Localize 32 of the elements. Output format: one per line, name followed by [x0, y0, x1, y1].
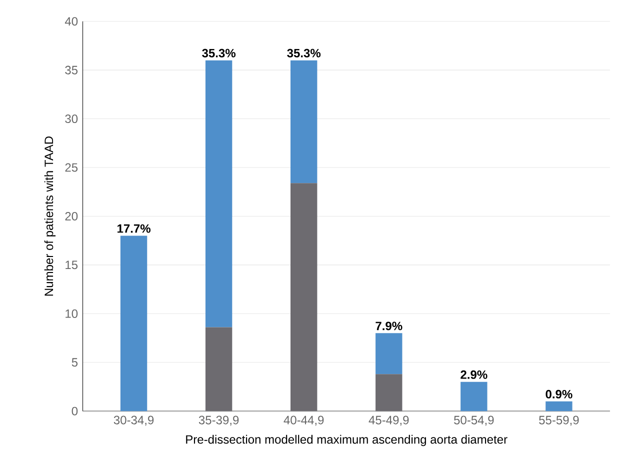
- bar: [546, 401, 572, 412]
- annotation: 0.9%: [546, 390, 572, 398]
- bar: [376, 333, 402, 374]
- annotation: 35.3%: [287, 48, 321, 58]
- bar: [290, 60, 318, 184]
- x-tick-label: 50-54,9: [454, 416, 494, 426]
- y-tick-label: 0: [72, 406, 78, 416]
- y-tick-label: 30: [65, 114, 78, 123]
- annotation: 7.9%: [376, 322, 402, 330]
- bar: [290, 183, 318, 412]
- x-tick-label: 40-44,9: [284, 416, 324, 426]
- bar: [460, 382, 488, 412]
- x-tick-label: 55-59,9: [539, 416, 579, 426]
- x-tick-label: 30-34,9: [114, 416, 154, 426]
- x-tick-label: 45-49,9: [368, 416, 409, 426]
- y-tick-label: 35: [65, 66, 78, 74]
- y-axis-title: Number of patients with TAAD: [44, 136, 56, 296]
- annotation: 17.7%: [118, 224, 150, 233]
- y-tick-label: 20: [65, 212, 78, 220]
- bar: [120, 236, 148, 412]
- y-tick-label: 40: [64, 17, 78, 26]
- y-tick-label: 25: [65, 163, 78, 172]
- annotation: 2.9%: [460, 370, 488, 379]
- x-tick-label: 35-39,9: [198, 416, 239, 426]
- x-axis-title: Pre-dissection modelled maximum ascending aorta diameter: [186, 434, 508, 446]
- y-tick-label: 5: [72, 358, 78, 366]
- y-tick-label: 10: [66, 309, 78, 318]
- y-tick-label: 15: [66, 260, 78, 270]
- annotation: 35.3%: [202, 48, 236, 58]
- bar: [376, 374, 402, 412]
- bar: [205, 327, 232, 412]
- bar: [205, 60, 232, 328]
